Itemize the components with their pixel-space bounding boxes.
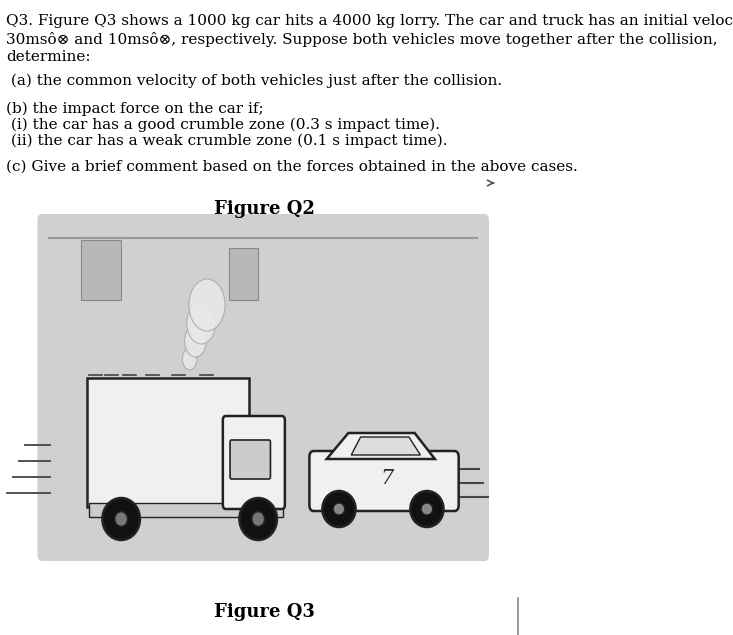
Ellipse shape	[114, 512, 128, 526]
Ellipse shape	[410, 491, 443, 527]
Ellipse shape	[240, 498, 277, 540]
Polygon shape	[327, 433, 435, 459]
Text: (b) the impact force on the car if;: (b) the impact force on the car if;	[6, 102, 263, 116]
Text: 7: 7	[380, 469, 394, 488]
FancyBboxPatch shape	[87, 378, 248, 507]
Text: (a) the common velocity of both vehicles just after the collision.: (a) the common velocity of both vehicles…	[6, 74, 502, 88]
FancyBboxPatch shape	[37, 214, 489, 561]
Text: (ii) the car has a weak crumble zone (0.1 s impact time).: (ii) the car has a weak crumble zone (0.…	[6, 134, 447, 149]
Ellipse shape	[185, 325, 206, 357]
Text: (i) the car has a good crumble zone (0.3 s impact time).: (i) the car has a good crumble zone (0.3…	[6, 118, 440, 132]
FancyBboxPatch shape	[229, 248, 258, 300]
Text: determine:: determine:	[6, 50, 90, 64]
Ellipse shape	[323, 491, 356, 527]
Polygon shape	[351, 437, 421, 455]
FancyBboxPatch shape	[230, 440, 270, 479]
FancyBboxPatch shape	[309, 451, 459, 511]
Text: 30msô⊗ and 10msô⊗, respectively. Suppose both vehicles move together after the c: 30msô⊗ and 10msô⊗, respectively. Suppose…	[6, 32, 718, 47]
FancyBboxPatch shape	[81, 240, 121, 300]
Text: Q3. Figure Q3 shows a 1000 kg car hits a 4000 kg lorry. The car and truck has an: Q3. Figure Q3 shows a 1000 kg car hits a…	[6, 14, 733, 28]
Ellipse shape	[189, 279, 225, 331]
Text: Figure Q2: Figure Q2	[213, 200, 314, 218]
Text: Figure Q3: Figure Q3	[213, 603, 314, 621]
Ellipse shape	[251, 512, 265, 526]
Text: (c) Give a brief comment based on the forces obtained in the above cases.: (c) Give a brief comment based on the fo…	[6, 160, 578, 174]
FancyBboxPatch shape	[223, 416, 285, 509]
Ellipse shape	[334, 503, 345, 515]
Ellipse shape	[103, 498, 140, 540]
Ellipse shape	[421, 503, 432, 515]
Ellipse shape	[183, 348, 197, 370]
FancyBboxPatch shape	[89, 503, 284, 517]
Ellipse shape	[187, 302, 216, 344]
